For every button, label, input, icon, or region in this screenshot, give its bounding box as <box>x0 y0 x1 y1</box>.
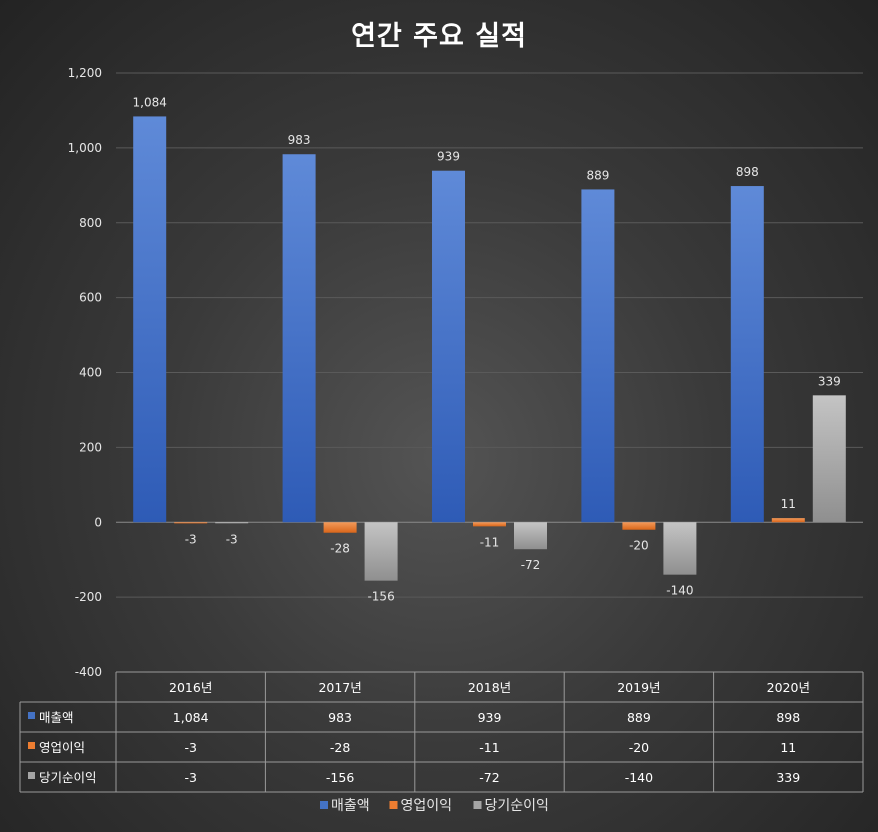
legend-label: 매출액 <box>331 798 370 814</box>
chart-title: 연간 주요 실적 <box>351 21 527 52</box>
table-cell: -3 <box>184 740 196 755</box>
legend-label: 영업이익 <box>401 798 453 814</box>
table-header-cell: 2017년 <box>318 680 361 695</box>
table-header-cell: 2016년 <box>169 680 212 695</box>
legend-key <box>473 801 482 809</box>
bar <box>133 116 167 523</box>
y-tick-label: 800 <box>79 216 102 230</box>
bar <box>812 395 846 523</box>
bar <box>771 518 805 523</box>
table-row-label: 당기순이익 <box>39 770 97 785</box>
table-cell: -72 <box>479 770 499 785</box>
data-label: -72 <box>521 558 541 572</box>
bar <box>282 154 316 523</box>
table-cell: 983 <box>328 710 352 725</box>
legend-key <box>389 801 398 809</box>
table-legend-key <box>28 712 35 719</box>
bar <box>473 522 506 527</box>
table-cell: 339 <box>776 770 800 785</box>
table-cell: -3 <box>184 770 196 785</box>
bar <box>215 522 249 524</box>
y-tick-label: 600 <box>79 291 102 305</box>
bar <box>514 522 547 550</box>
bar <box>622 522 656 530</box>
data-label: -3 <box>185 532 197 546</box>
bar <box>432 170 465 523</box>
table-cell: 1,084 <box>173 710 209 725</box>
table-cell: -140 <box>625 770 653 785</box>
y-tick-label: 200 <box>79 440 102 454</box>
data-label: 983 <box>288 133 311 147</box>
data-label: -140 <box>666 584 693 598</box>
data-label: -20 <box>629 539 649 553</box>
table-header-cell: 2020년 <box>767 680 810 695</box>
bar <box>663 522 697 575</box>
legend-key <box>320 801 328 809</box>
y-tick-label: -200 <box>75 590 102 604</box>
y-tick-label: 0 <box>94 515 102 529</box>
table-cell: -20 <box>629 740 649 755</box>
data-label: 1,084 <box>133 95 167 109</box>
table-legend-key <box>28 772 35 779</box>
table-cell: -156 <box>326 770 354 785</box>
table-cell: 898 <box>776 710 800 725</box>
data-label: 339 <box>818 374 841 388</box>
table-cell: -11 <box>479 740 499 755</box>
bar <box>323 522 357 533</box>
data-label: -28 <box>330 542 350 556</box>
bar <box>581 189 615 523</box>
table-cell: 11 <box>780 740 796 755</box>
table-cell: 889 <box>627 710 651 725</box>
data-label: -11 <box>480 535 500 549</box>
bar <box>364 522 398 581</box>
y-tick-label: 1,000 <box>68 141 102 155</box>
data-label: 889 <box>586 168 609 182</box>
y-tick-label: -400 <box>75 665 102 679</box>
table-cell: 939 <box>478 710 502 725</box>
legend-label: 당기순이익 <box>485 798 549 814</box>
table-legend-key <box>28 742 35 749</box>
table-header-cell: 2019년 <box>617 680 660 695</box>
data-label: -156 <box>367 590 394 604</box>
data-label: 898 <box>736 165 759 179</box>
data-label: 11 <box>781 497 796 511</box>
data-label: 939 <box>437 150 460 164</box>
table-row-label: 영업이익 <box>39 740 85 755</box>
data-label: -3 <box>226 532 238 546</box>
table-cell: -28 <box>330 740 350 755</box>
table-row-label: 매출액 <box>39 710 74 725</box>
y-tick-label: 1,200 <box>68 66 102 80</box>
bar <box>174 522 208 524</box>
table-header-cell: 2018년 <box>468 680 511 695</box>
y-tick-label: 400 <box>79 366 102 380</box>
bar <box>730 186 764 523</box>
